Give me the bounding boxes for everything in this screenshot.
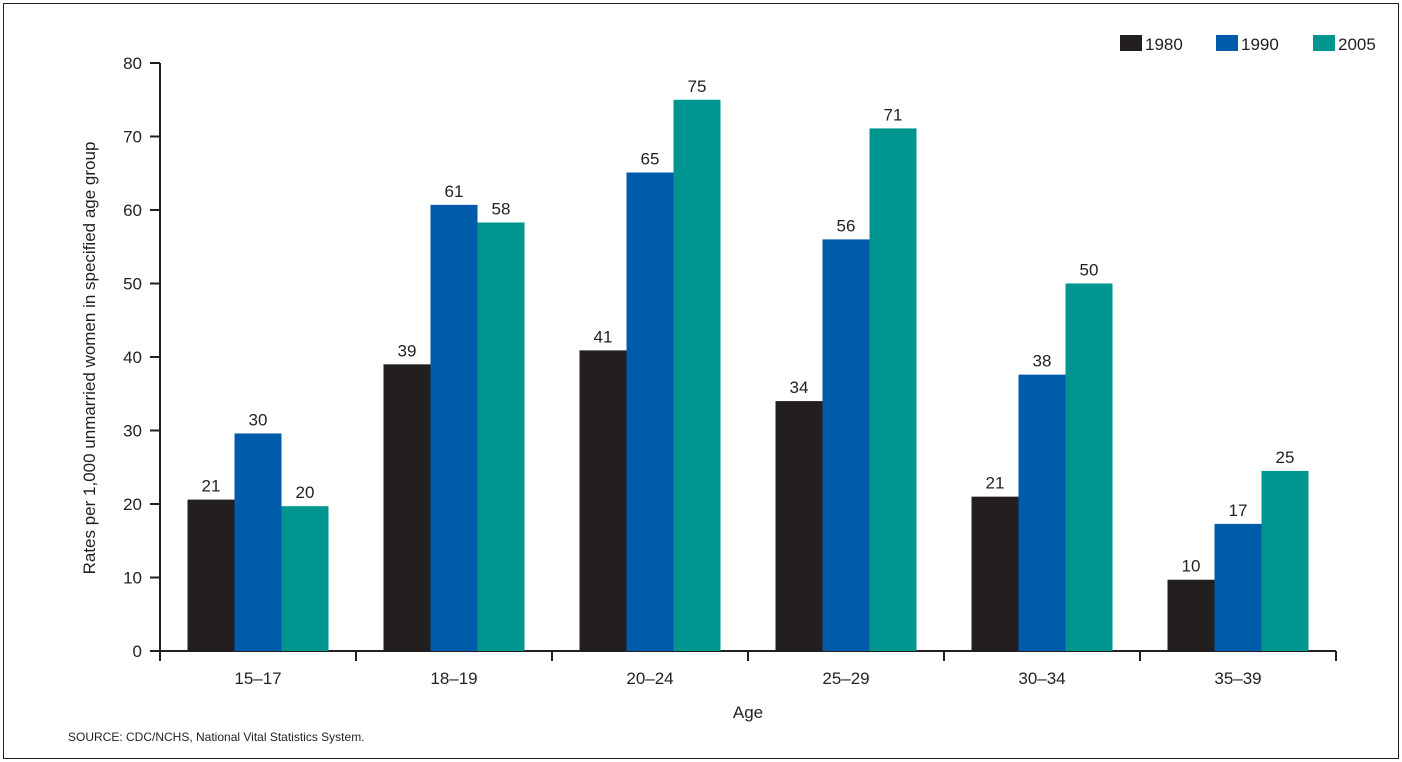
data-label: 21	[202, 477, 221, 496]
data-label: 65	[641, 150, 660, 169]
y-axis-title: Rates per 1,000 unmarried women in speci…	[80, 142, 99, 575]
data-label: 30	[249, 410, 268, 429]
y-tick-label: 40	[123, 348, 142, 367]
y-tick-label: 20	[123, 495, 142, 514]
bar-1990-35–39	[1214, 523, 1262, 651]
data-label: 21	[986, 474, 1005, 493]
bar-1980-35–39	[1167, 579, 1215, 651]
data-labels: 21 39 41 34 21 10 30 61 65 56 38 17 20 58 75 71 50 25	[202, 77, 1295, 576]
bar-1980-20–24	[579, 350, 627, 651]
y-tick-label: 50	[123, 275, 142, 294]
legend-swatch-1980	[1120, 35, 1142, 51]
source-note: SOURCE: CDC/NCHS, National Vital Statist…	[68, 730, 365, 744]
x-category-label: 25–29	[822, 669, 869, 688]
data-label: 38	[1033, 352, 1052, 371]
bar-1990-25–29	[822, 239, 870, 651]
bar-1980-25–29	[775, 401, 823, 651]
bar-1980-30–34	[971, 496, 1019, 651]
data-label: 50	[1080, 261, 1099, 280]
bars	[187, 99, 1309, 652]
data-label: 71	[884, 105, 903, 124]
data-label: 17	[1229, 501, 1248, 520]
bar-2005-18–19	[477, 222, 525, 651]
bar-2005-30–34	[1065, 283, 1113, 651]
x-axis: 15–17 18–19 20–24 25–29 30–34 35–39	[159, 650, 1337, 688]
data-label: 34	[790, 378, 809, 397]
data-label: 61	[445, 182, 464, 201]
chart-frame	[3, 3, 1399, 759]
data-label: 25	[1276, 448, 1295, 467]
bar-2005-15–17	[281, 506, 329, 651]
y-tick-label: 70	[123, 128, 142, 147]
bar-2005-20–24	[673, 99, 721, 651]
y-tick-label: 10	[123, 569, 142, 588]
data-label: 10	[1182, 557, 1201, 576]
bar-2005-35–39	[1261, 470, 1309, 651]
legend-swatch-1990	[1216, 35, 1238, 51]
bar-2005-25–29	[869, 128, 917, 652]
bar-1990-15–17	[234, 433, 282, 651]
data-label: 20	[296, 483, 315, 502]
x-category-label: 35–39	[1214, 669, 1261, 688]
y-tick-label: 80	[123, 54, 142, 73]
legend-label: 1990	[1241, 35, 1279, 54]
legend-swatch-2005	[1313, 35, 1335, 51]
bar-1990-30–34	[1018, 374, 1066, 651]
y-tick-label: 60	[123, 201, 142, 220]
data-label: 58	[492, 199, 511, 218]
y-tick-label: 0	[133, 642, 142, 661]
legend: 1980 1990 2005	[1120, 35, 1376, 54]
legend-label: 2005	[1338, 35, 1376, 54]
data-label: 56	[837, 216, 856, 235]
bar-1980-15–17	[187, 499, 235, 651]
y-tick-label: 30	[123, 422, 142, 441]
bar-1980-18–19	[383, 364, 431, 651]
x-category-label: 15–17	[234, 669, 281, 688]
x-category-label: 20–24	[626, 669, 673, 688]
bar-1990-20–24	[626, 172, 674, 651]
data-label: 39	[398, 341, 417, 360]
x-category-label: 30–34	[1018, 669, 1065, 688]
data-label: 41	[594, 327, 613, 346]
legend-label: 1980	[1145, 35, 1183, 54]
data-label: 75	[688, 77, 707, 96]
x-axis-title: Age	[733, 703, 763, 722]
x-category-label: 18–19	[430, 669, 477, 688]
y-axis: 0 10 20 30 40 50 60 70 80	[123, 54, 161, 661]
bar-1990-18–19	[430, 204, 478, 652]
